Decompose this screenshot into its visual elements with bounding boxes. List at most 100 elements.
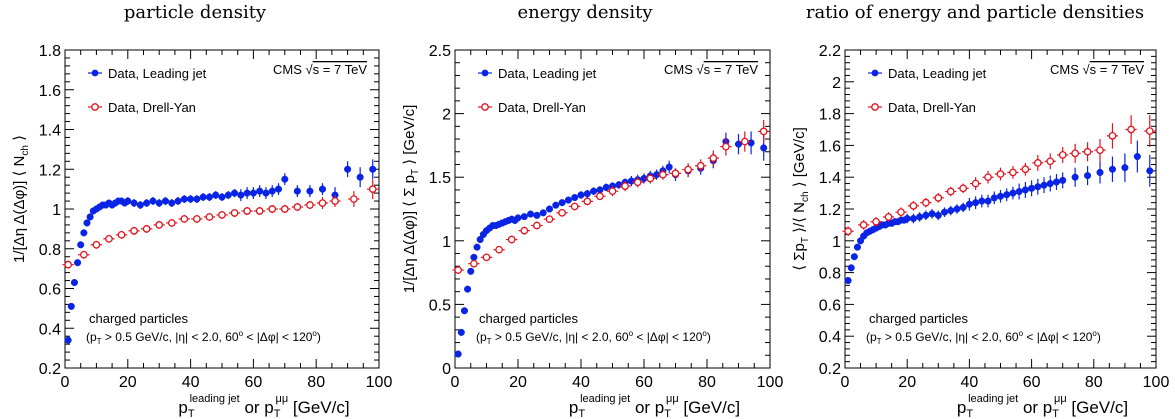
y-axis-title-tail: ⟩ [GeV/c] (401, 105, 418, 169)
note-cut2: < |Δφ| < 120 (1023, 330, 1093, 344)
sqrt-symbol: √ (1083, 62, 1091, 77)
x-tick-label: 20 (898, 374, 916, 391)
data-point (940, 208, 949, 216)
note-p: (p (476, 330, 487, 344)
data-point (884, 213, 893, 221)
data-point (1108, 165, 1117, 173)
data-point (167, 219, 176, 227)
data-point (470, 253, 478, 261)
data-point (570, 202, 579, 211)
data-point (318, 199, 327, 207)
data-point (205, 193, 213, 201)
data-point (143, 199, 151, 207)
data-point (168, 199, 176, 207)
y-tick-label: 1.5 (429, 170, 451, 187)
y-axis-title-sub: T (800, 237, 811, 243)
legend-label-drell-yan: Data, Drell-Yan (498, 100, 586, 115)
data-point (237, 191, 245, 199)
cms-text: CMS (664, 62, 697, 77)
data-point (142, 225, 151, 233)
y-tick-label: 1 (832, 234, 841, 251)
note-cuts: (pT > 0.5 GeV/c, |η| < 2.0, 60o < |Δφ| <… (86, 329, 321, 346)
y-tick-label: 1.6 (819, 138, 841, 155)
data-point (331, 197, 339, 205)
y-axis-title-main: 1/[Δη Δ(Δφ)] ⟨ Σ p (401, 175, 418, 293)
data-point (947, 207, 955, 215)
data-point (520, 226, 529, 235)
x-axis-title-sup: leading jet (190, 393, 240, 405)
data-point (224, 191, 232, 199)
data-point (533, 221, 541, 230)
x-axis-title-p: p (569, 398, 578, 417)
legend-marker-leading-jet (91, 69, 99, 77)
y-tick-label: 1.2 (39, 162, 61, 179)
data-point (344, 165, 352, 173)
x-tick-label: 60 (245, 374, 263, 391)
x-tick-label: 80 (698, 374, 716, 391)
data-point (1059, 176, 1067, 184)
note-cut2: < |Δφ| < 120 (633, 330, 703, 344)
data-point (759, 127, 768, 136)
data-point (80, 229, 88, 237)
data-point (306, 187, 314, 195)
data-point (218, 193, 226, 201)
y-tick-label: 0.5 (429, 297, 451, 314)
data-point (1046, 157, 1055, 166)
data-point (646, 174, 655, 183)
data-point (696, 161, 705, 170)
data-point (859, 221, 868, 229)
data-point (709, 154, 718, 162)
data-point (903, 214, 911, 223)
data-point (230, 209, 239, 217)
data-point (608, 187, 617, 196)
data-point (922, 211, 930, 219)
x-axis-title-sub2: T (1052, 408, 1059, 419)
data-point (117, 230, 126, 239)
data-point (193, 195, 201, 203)
data-point (760, 144, 768, 152)
x-axis-title-sup: leading jet (968, 393, 1018, 405)
x-axis-title-unit: [GeV/c] (1067, 398, 1128, 417)
data-point (665, 163, 673, 171)
legend-label-leading-jet: Data, Leading jet (498, 66, 597, 81)
x-tick-label: 60 (1023, 374, 1041, 391)
data-point (470, 259, 478, 268)
x-axis-title-sup2: μμ (276, 393, 289, 405)
y-axis-title: ⟨ ΣpT ⟩/⟨ Nch ⟩ [GeV/c] (791, 127, 811, 271)
data-point (205, 213, 214, 221)
data-point (467, 267, 475, 275)
data-point (454, 266, 463, 274)
x-axis-title-sup2: μμ (1054, 393, 1067, 405)
panel-title: particle density (123, 2, 267, 23)
data-point (1009, 189, 1017, 197)
data-point (659, 170, 667, 179)
data-point (602, 183, 610, 191)
note-deg2: o (312, 329, 317, 338)
data-point (539, 209, 547, 217)
data-point (79, 250, 88, 259)
series-drell-yan (452, 119, 770, 274)
x-tick-label: 60 (635, 374, 653, 391)
note-deg1: o (239, 329, 244, 338)
data-point (293, 187, 301, 195)
data-point (149, 197, 157, 205)
note-deg2: o (1092, 329, 1097, 338)
data-point (1021, 165, 1030, 174)
note-t: T (877, 337, 882, 346)
y-tick-label: 0.8 (819, 266, 841, 283)
y-tick-label: 0.2 (39, 361, 61, 378)
x-tick-label: 80 (1085, 374, 1103, 391)
data-point (243, 189, 251, 197)
data-point (853, 243, 861, 251)
note-close: ) (317, 330, 321, 344)
x-axis-title-sub: T (966, 408, 973, 419)
x-axis-title-unit: [GeV/c] (679, 398, 740, 417)
data-point (1096, 146, 1104, 155)
data-point (74, 259, 82, 267)
data-point (590, 187, 598, 195)
energy-text: s = 7 TeV (704, 62, 759, 77)
data-point (174, 197, 182, 205)
data-point (1003, 191, 1011, 199)
data-point (850, 253, 858, 261)
x-axis-title-or: or p (630, 398, 664, 417)
